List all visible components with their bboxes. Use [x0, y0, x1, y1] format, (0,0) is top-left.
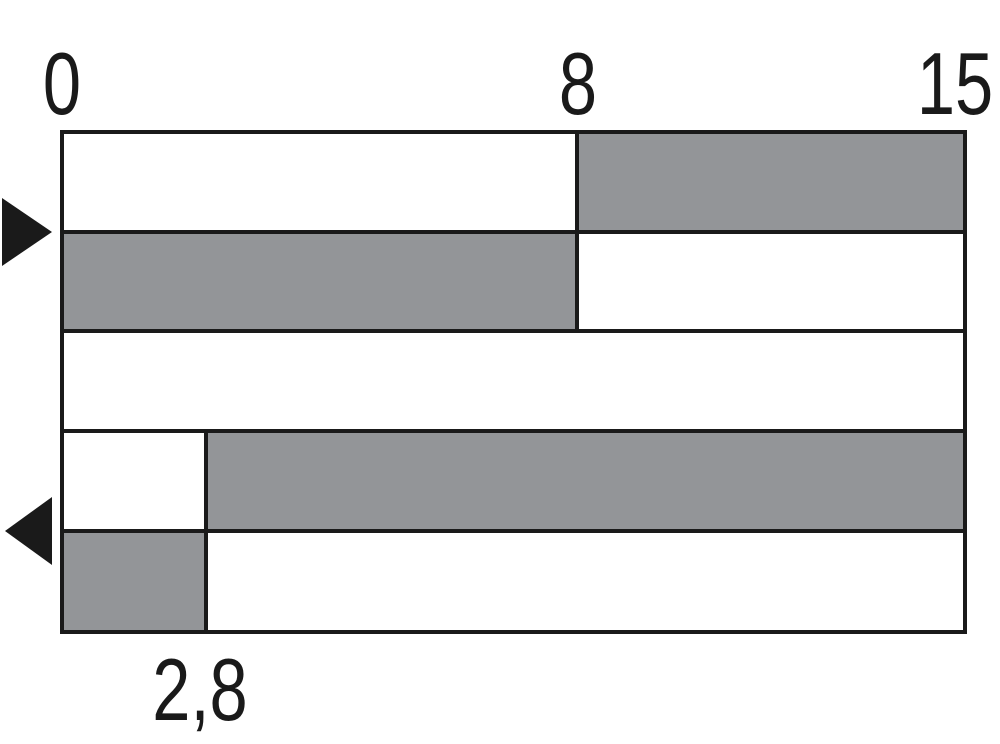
timing-rows — [60, 130, 967, 634]
row-4-segment-inactive — [60, 429, 208, 533]
triangle-left-icon — [5, 497, 52, 565]
row-5-segment-inactive — [204, 529, 967, 634]
row-5-segment-active — [60, 529, 208, 634]
row-2-segment-active — [60, 230, 579, 333]
row-1-segment-active — [575, 130, 967, 234]
row-1-segment-inactive — [60, 130, 579, 234]
scale-label-2-8: 2,8 — [152, 641, 247, 739]
row-4-segment-active — [204, 429, 967, 533]
scale-label-15: 15 — [917, 35, 993, 133]
scale-label-8: 8 — [559, 35, 597, 133]
scale-label-0: 0 — [43, 35, 81, 133]
row-2-segment-inactive — [575, 230, 967, 333]
triangle-right-icon — [2, 198, 52, 266]
row-3-segment-inactive — [60, 329, 967, 433]
